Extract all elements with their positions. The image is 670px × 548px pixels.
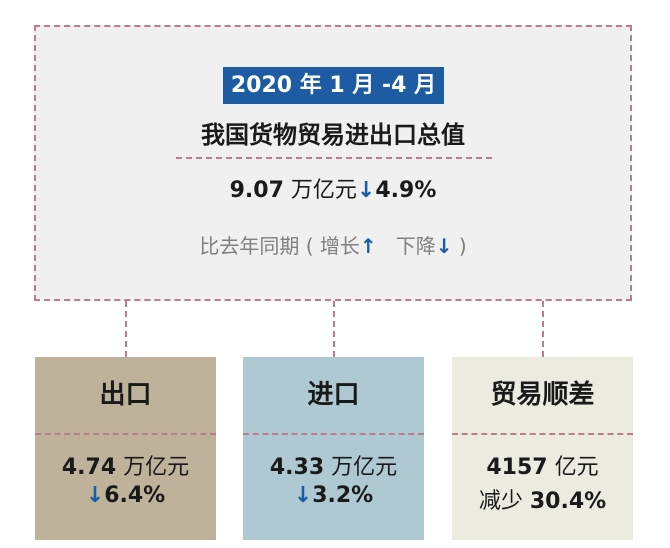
arrow-down-icon: ↓ [85,483,105,508]
import-title: 进口 [307,380,360,410]
trade-surplus-change-line: 减少 30.4% [452,483,633,515]
connector-line [542,301,544,357]
connector-line [125,301,127,357]
export-value-line: 4.74 万亿元 [35,449,216,481]
total-value: 9.07 [229,178,284,203]
export-change: 6.4% [104,483,166,508]
total-change: 4.9% [375,178,437,203]
card-divider [452,433,633,435]
trade-surplus-change: 30.4% [529,489,607,514]
title-divider [176,157,492,159]
trade-surplus-card: 贸易顺差 4157 亿元 减少 30.4% [452,357,633,540]
trade-surplus-change-label: 减少 [478,489,523,514]
total-unit: 万亿元 [290,178,357,203]
trade-surplus-title: 贸易顺差 [490,380,595,410]
arrow-down-icon: ↓ [356,178,376,203]
import-unit: 万亿元 [331,455,398,480]
legend-increase-label: 增长 [319,234,360,258]
export-change-line: ↓6.4% [35,483,216,508]
export-card: 出口 4.74 万亿元 ↓6.4% [35,357,216,540]
import-card: 进口 4.33 万亿元 ↓3.2% [243,357,424,540]
legend-open-paren: ( [305,234,314,258]
import-value-line: 4.33 万亿元 [243,449,424,481]
card-divider [35,433,216,435]
legend-close-paren: ) [458,234,467,258]
export-unit: 万亿元 [123,455,190,480]
period-label: 2020 年 1 月 -4 月 [223,67,444,104]
page-title: 我国货物贸易进出口总值 [201,121,465,149]
card-divider [243,433,424,435]
total-value-line: 9.07 万亿元↓4.9% [34,172,632,204]
connector-line [333,301,335,357]
export-value: 4.74 [61,455,117,480]
trade-surplus-unit: 亿元 [554,455,599,480]
import-change: 3.2% [312,483,374,508]
trade-surplus-value-line: 4157 亿元 [452,449,633,481]
trade-surplus-value: 4157 [486,455,548,480]
arrow-up-icon: ↑ [359,234,377,258]
arrow-down-icon: ↓ [435,234,453,258]
legend-decrease-label: 下降 [395,234,436,258]
import-change-line: ↓3.2% [243,483,424,508]
arrow-down-icon: ↓ [293,483,313,508]
export-title: 出口 [99,380,152,410]
legend: 比去年同期 ( 增长↑ 下降↓ ) [34,230,632,259]
legend-prefix: 比去年同期 [199,234,300,258]
import-value: 4.33 [269,455,325,480]
